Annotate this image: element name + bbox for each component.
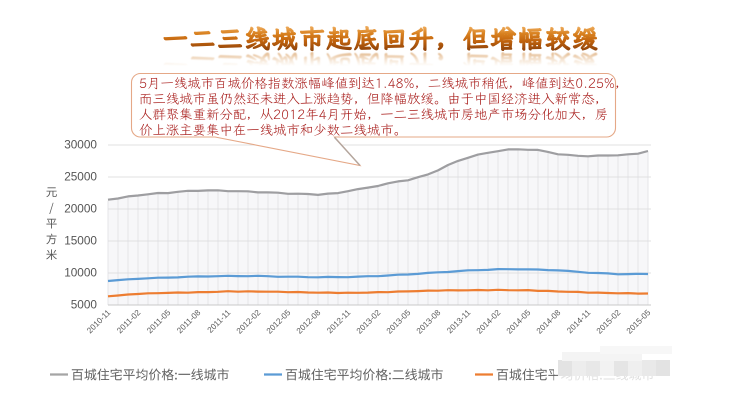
svg-text:30000: 30000	[64, 138, 97, 152]
svg-text:25000: 25000	[64, 170, 97, 184]
svg-text:15000: 15000	[64, 234, 97, 248]
svg-text:5000: 5000	[71, 298, 98, 312]
svg-text:10000: 10000	[64, 266, 97, 280]
svg-text:20000: 20000	[64, 202, 97, 216]
